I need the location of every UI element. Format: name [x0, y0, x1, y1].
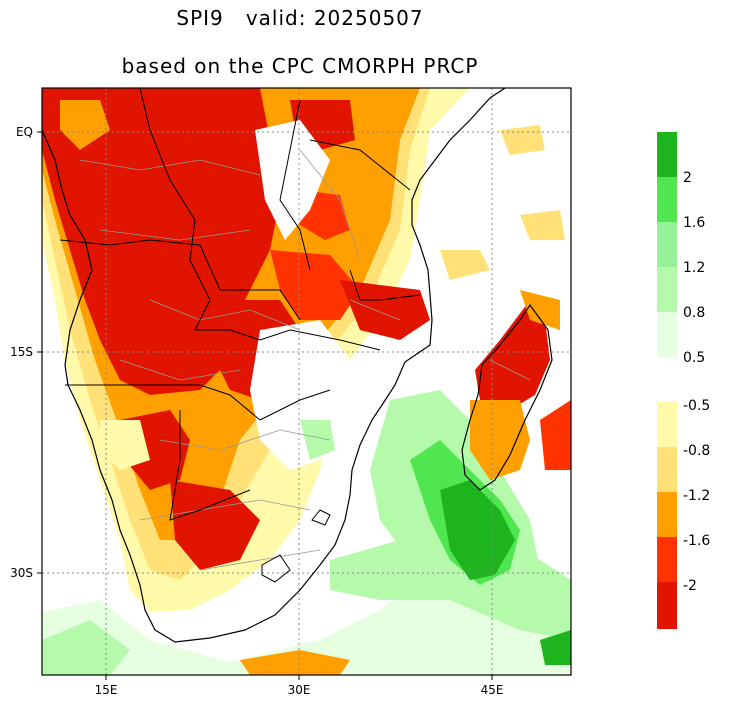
- y-tick-30s: 30S: [10, 566, 33, 580]
- dry-bin-4: [657, 537, 677, 582]
- cb-label-neg0.8: -0.8: [683, 443, 710, 459]
- dry-bin-5: [657, 582, 677, 629]
- cb-label-1.2: 1.2: [683, 260, 705, 276]
- admin-borders: [79, 149, 531, 571]
- title-line-2: based on the CPC CMORPH PRCP: [121, 54, 479, 78]
- wet-bin-4: [657, 267, 677, 312]
- wet-bin-3: [657, 222, 677, 267]
- cb-label-1.6: 1.6: [683, 215, 705, 231]
- wet-bin-1: [657, 132, 677, 177]
- x-axis: 15E 30E 45E: [95, 675, 504, 697]
- cb-label-0.8: 0.8: [683, 305, 705, 321]
- wet-bin-5: [657, 312, 677, 357]
- dry-bin-1: [657, 402, 677, 447]
- country-borders: [59, 88, 421, 583]
- cb-label-neg0.5: -0.5: [683, 398, 710, 414]
- y-tick-eq: EQ: [16, 125, 33, 139]
- y-tick-15s: 15S: [10, 345, 33, 359]
- x-tick-30e: 30E: [288, 683, 311, 697]
- cb-label-neg1.6: -1.6: [683, 533, 710, 549]
- colorbar-wet: [657, 132, 677, 357]
- cb-label-2: 2: [683, 170, 692, 186]
- x-tick-45e: 45E: [481, 683, 504, 697]
- cb-label-0.5: 0.5: [683, 350, 705, 366]
- dry-bin-3: [657, 492, 677, 537]
- map-frame: [41, 87, 572, 676]
- colorbar-dry: [657, 402, 677, 629]
- x-tick-15e: 15E: [95, 683, 118, 697]
- wet-bin-2: [657, 177, 677, 222]
- colorbar: 2 1.6 1.2 0.8 0.5 -0.5 -0.8 -1.2 -1.6 -2: [657, 132, 710, 629]
- coastline: [42, 88, 553, 643]
- map-panel: [41, 87, 572, 676]
- cb-label-neg2: -2: [683, 578, 697, 594]
- dry-bin-2: [657, 447, 677, 492]
- y-axis: EQ 15S 30S: [10, 125, 42, 580]
- cb-label-neg1.2: -1.2: [683, 488, 710, 504]
- gridlines: [42, 88, 571, 675]
- title-line-1: SPI9 valid: 20250507: [176, 6, 424, 30]
